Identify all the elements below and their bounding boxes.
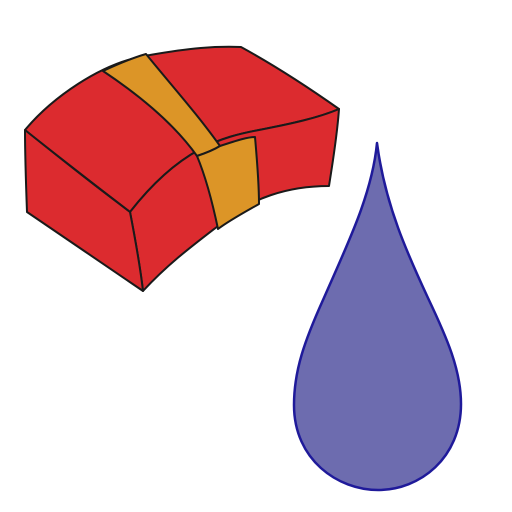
water-drop-icon [292, 141, 463, 492]
box-edge-line [24, 129, 131, 213]
gift-box-icon [24, 45, 340, 292]
drop-shape [292, 141, 463, 492]
box-band-side [196, 136, 260, 230]
